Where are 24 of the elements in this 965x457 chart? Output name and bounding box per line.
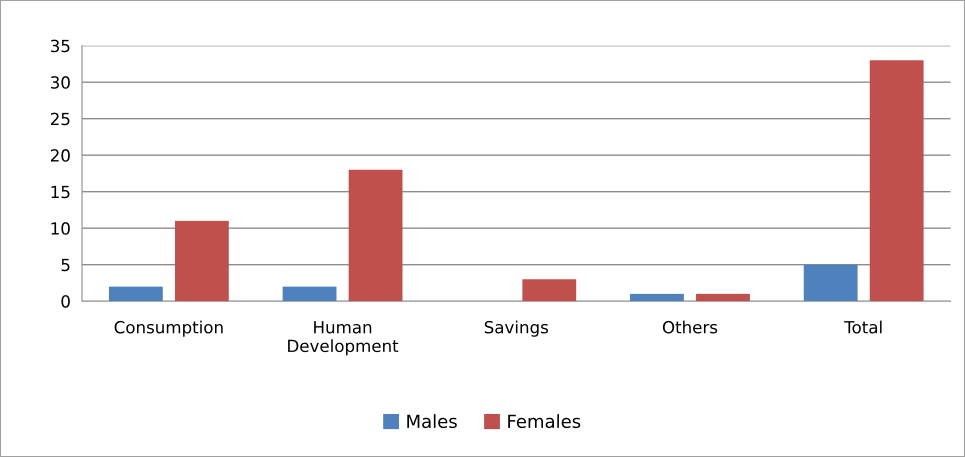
bar [804, 264, 858, 302]
x-tick-label: Total [844, 320, 882, 334]
bar [108, 286, 163, 302]
x-tick-label: Savings [484, 320, 548, 337]
bar [174, 220, 229, 302]
x-tick-label: Human Development [288, 321, 398, 356]
y-tick-label: 5 [62, 258, 70, 272]
bar [522, 279, 576, 302]
y-tick-label: 15 [52, 186, 70, 198]
bar [348, 170, 402, 302]
y-tick-label: 25 [50, 112, 70, 126]
legend-label: Males [407, 414, 457, 428]
y-tick-label: 10 [52, 222, 70, 235]
bar [870, 60, 924, 302]
legend-label: Females [508, 414, 580, 428]
y-tick-label: 0 [61, 295, 70, 308]
y-tick-label: 20 [50, 149, 70, 162]
bar [282, 286, 336, 302]
y-tick-label: 30 [50, 76, 70, 89]
bar [696, 294, 750, 302]
y-tick-label: 35 [50, 40, 70, 52]
x-tick-label: Consumption [114, 320, 223, 337]
x-tick-label: Others [662, 320, 718, 334]
bar [630, 294, 684, 302]
